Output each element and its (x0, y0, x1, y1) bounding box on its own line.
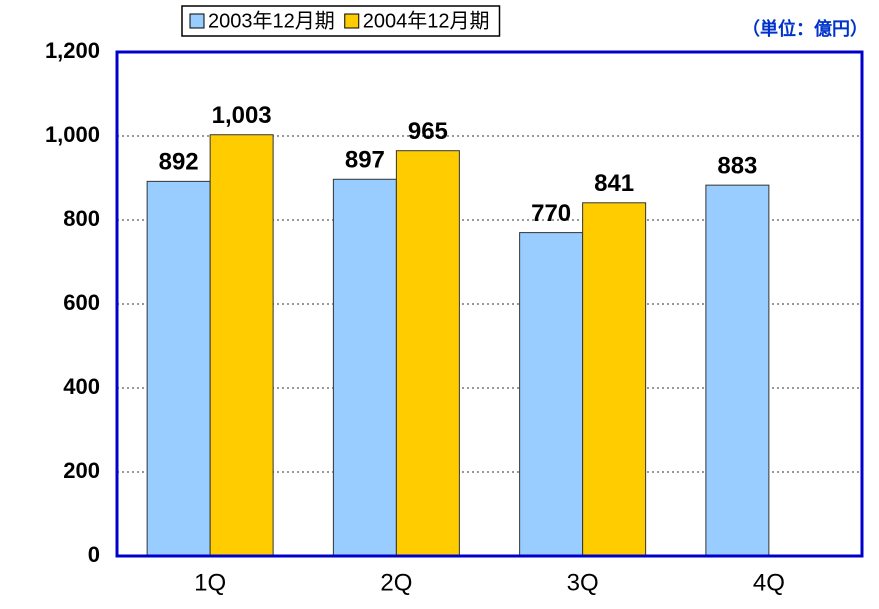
value-label: 841 (594, 170, 634, 197)
plot-border (115, 50, 864, 558)
y-tick-label: 800 (63, 206, 100, 231)
bar (395, 150, 460, 557)
legend-label: 2004年12月期 (363, 9, 490, 32)
bar (209, 134, 274, 557)
value-label: 892 (159, 149, 199, 176)
y-tick-label: 1,000 (45, 122, 100, 147)
bar (705, 184, 770, 557)
value-label: 770 (531, 200, 571, 227)
bar (146, 180, 211, 557)
y-tick-label: 600 (63, 290, 100, 315)
x-tick-label: 3Q (567, 569, 599, 596)
legend-swatch (189, 13, 205, 29)
y-tick-label: 400 (63, 374, 100, 399)
y-tick-label: 200 (63, 458, 100, 483)
value-label: 883 (717, 152, 757, 179)
x-tick-label: 2Q (380, 569, 412, 596)
bar (582, 202, 647, 557)
legend-box (181, 5, 501, 37)
y-tick-label: 0 (88, 542, 100, 567)
value-label: 897 (345, 147, 385, 174)
value-label: 1,003 (212, 102, 272, 129)
legend-swatch (344, 13, 360, 29)
x-tick-label: 4Q (753, 569, 785, 596)
y-tick-label: 1,200 (45, 38, 100, 63)
value-label: 965 (408, 118, 448, 145)
legend-label: 2003年12月期 (208, 9, 335, 32)
x-tick-label: 1Q (194, 569, 226, 596)
unit-label: （単位：億円） (742, 18, 868, 39)
bar (519, 232, 584, 557)
bar (332, 178, 397, 557)
